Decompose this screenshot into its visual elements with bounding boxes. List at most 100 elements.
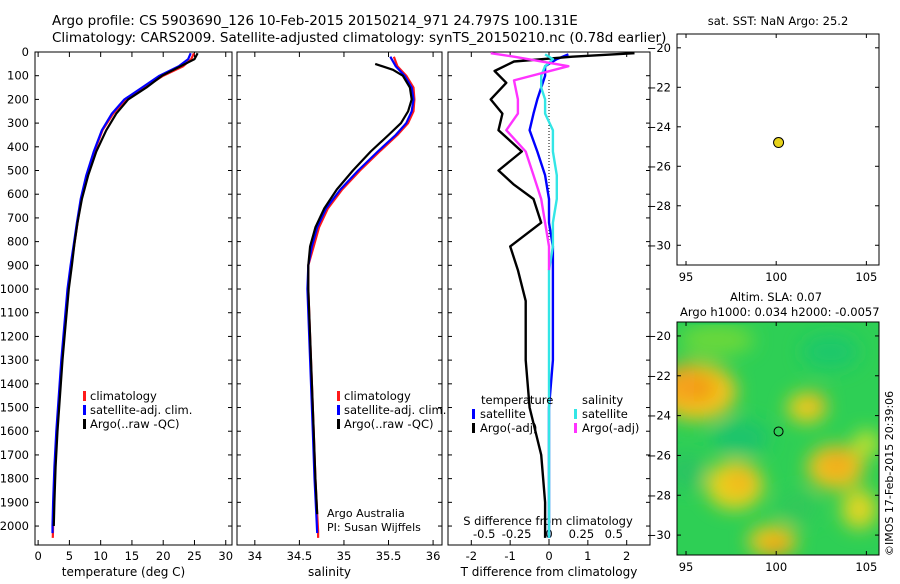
series-line <box>490 52 570 271</box>
legend-swatch <box>337 405 340 415</box>
legend-title: temperature <box>481 393 553 407</box>
top-tick-label: -0.25 <box>502 527 532 541</box>
sla-blob <box>801 334 859 370</box>
x-tick-label: 1 <box>584 549 591 563</box>
depth-tick-label: 1900 <box>0 495 29 509</box>
sla-blob <box>765 538 788 555</box>
sla-blob <box>724 468 756 495</box>
sla-blob <box>778 491 818 523</box>
float-position-marker <box>773 426 784 437</box>
x-tick-label: 5 <box>66 549 73 563</box>
float-position-marker <box>773 137 785 149</box>
top-tick-label: 0.25 <box>569 527 595 541</box>
depth-tick-label: 200 <box>7 92 29 106</box>
header-line-2: Climatology: CARS2009. Satellite-adjuste… <box>52 30 666 46</box>
legend-swatch <box>574 409 577 419</box>
y-tick-label: −22 <box>647 369 671 383</box>
x-tick-label: 15 <box>125 549 140 563</box>
legend-swatch <box>574 423 577 433</box>
x-axis-label: temperature (deg C) <box>62 565 185 579</box>
x-axis-label: salinity <box>308 565 351 579</box>
depth-tick-label: 1600 <box>0 424 29 438</box>
x-tick-label: 95 <box>679 560 694 574</box>
y-tick-label: −24 <box>647 120 671 134</box>
annotation-text: PI: Susan Wijffels <box>327 521 421 534</box>
plot-frame <box>34 51 233 546</box>
x-tick-label: 35.5 <box>376 549 402 563</box>
y-tick-label: −28 <box>647 199 671 213</box>
depth-tick-label: 1700 <box>0 448 29 462</box>
series-line <box>51 52 195 538</box>
series-line <box>306 56 415 534</box>
series-line <box>51 52 192 534</box>
depth-tick-label: 0 <box>22 45 29 59</box>
x-tick-label: 100 <box>765 270 787 284</box>
map-title: sat. SST: NaN Argo: 25.2 <box>708 14 849 28</box>
series-line <box>540 53 558 538</box>
legend-label: Argo(..raw -QC) <box>344 417 434 431</box>
legend-swatch <box>83 405 86 415</box>
depth-tick-label: 1000 <box>0 282 29 296</box>
legend-title: salinity <box>582 393 623 407</box>
legend-label: climatology <box>90 389 157 403</box>
depth-tick-label: 400 <box>7 140 29 154</box>
depth-tick-label: 1800 <box>0 472 29 486</box>
x-tick-label: 105 <box>855 560 877 574</box>
y-tick-label: −30 <box>647 528 671 542</box>
legend-label: satellite <box>480 407 526 421</box>
depth-tick-label: 800 <box>7 235 29 249</box>
y-tick-label: −26 <box>647 448 671 462</box>
x-tick-label: 0 <box>545 549 552 563</box>
legend-label: satellite <box>582 407 628 421</box>
legend-label: Argo(-adj) <box>582 421 639 435</box>
depth-tick-label: 100 <box>7 69 29 83</box>
x-tick-label: 34.5 <box>287 549 313 563</box>
x-tick-label: 25 <box>187 549 202 563</box>
x-tick-label: 10 <box>93 549 108 563</box>
top-tick-label: -0.5 <box>473 527 495 541</box>
series-line <box>307 56 416 538</box>
x-axis-label: T difference from climatology <box>460 565 638 579</box>
legend-label: climatology <box>344 389 411 403</box>
y-tick-label: −20 <box>647 329 671 343</box>
x-tick-label: 100 <box>765 560 787 574</box>
depth-tick-label: 1400 <box>0 377 29 391</box>
sla-blob <box>824 452 851 475</box>
map-frame <box>676 321 880 556</box>
x-tick-label: 30 <box>218 549 233 563</box>
legend-swatch <box>83 391 86 401</box>
depth-tick-label: 600 <box>7 187 29 201</box>
x-tick-label: 95 <box>679 270 694 284</box>
x-tick-label: 2 <box>623 549 630 563</box>
sla-blobs <box>677 324 879 555</box>
y-tick-label: −22 <box>647 80 671 94</box>
depth-tick-label: 1100 <box>0 306 29 320</box>
depth-tick-label: 900 <box>7 258 29 272</box>
map-title: Altim. SLA: 0.07 <box>730 290 822 304</box>
sla-blob <box>841 489 877 529</box>
annotation-text: Argo Australia <box>327 507 405 520</box>
legend-swatch <box>472 409 475 419</box>
header-line-1: Argo profile: CS 5903690_126 10-Feb-2015… <box>52 13 578 29</box>
y-tick-label: −26 <box>647 159 671 173</box>
legend-swatch <box>337 419 340 429</box>
imos-credit: ©IMOS 17-Feb-2015 20:39:06 <box>883 391 896 556</box>
depth-tick-label: 700 <box>7 211 29 225</box>
x-tick-label: 34 <box>248 549 263 563</box>
x-tick-label: 35 <box>337 549 352 563</box>
y-tick-label: −28 <box>647 488 671 502</box>
x-tick-label: 105 <box>855 270 877 284</box>
sla-blob <box>807 392 825 411</box>
x-tick-label: -2 <box>466 549 477 563</box>
depth-tick-label: 1200 <box>0 329 29 343</box>
sla-blob <box>677 453 706 489</box>
map-subtitle: Argo h1000: 0.034 h2000: -0.0057 <box>680 305 880 319</box>
top-tick-label: 0.5 <box>605 527 623 541</box>
sla-blob <box>711 419 769 456</box>
sla-blob <box>679 324 755 356</box>
depth-tick-label: 1300 <box>0 353 29 367</box>
x-tick-label: 0 <box>34 549 41 563</box>
